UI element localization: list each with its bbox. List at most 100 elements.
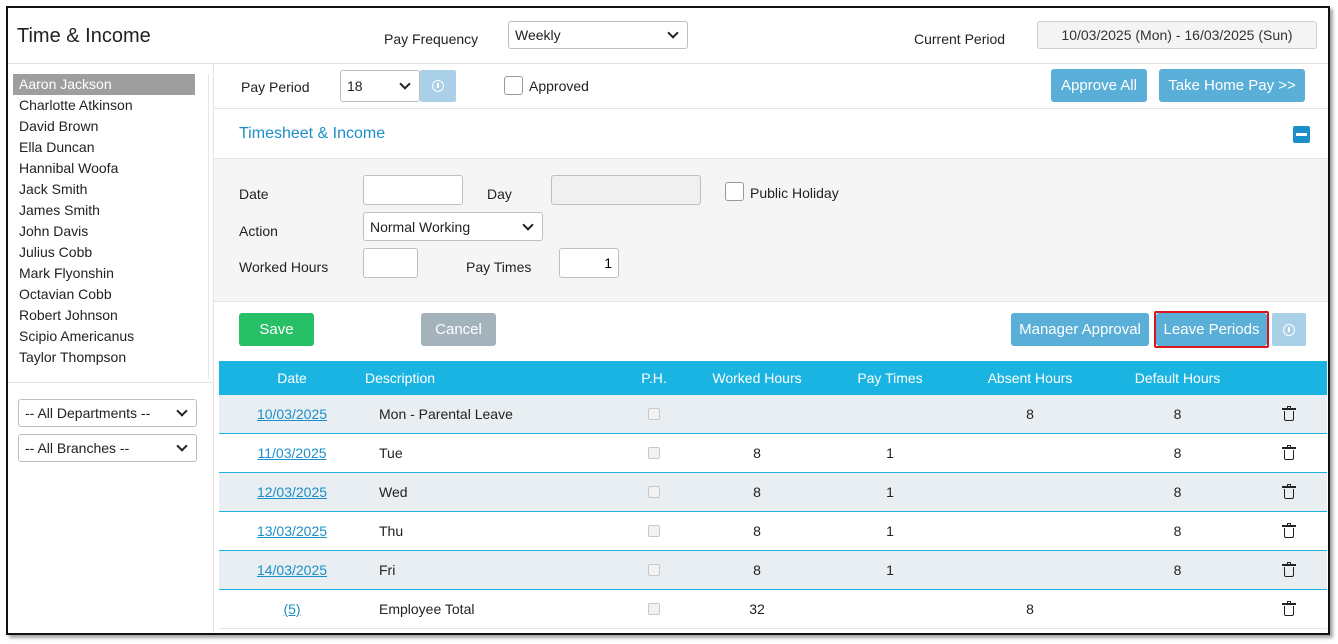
trash-icon[interactable] bbox=[1281, 562, 1296, 577]
pay-period-info-button[interactable] bbox=[420, 70, 456, 102]
column-header: Pay Times bbox=[857, 370, 923, 386]
app-window: Time & Income Pay Frequency Weekly Curre… bbox=[6, 6, 1330, 635]
absent-hours-cell bbox=[955, 551, 1105, 589]
manager-approval-button[interactable]: Manager Approval bbox=[1011, 313, 1149, 346]
employee-list-item[interactable]: Hannibal Woofa bbox=[19, 160, 119, 176]
default-hours-cell bbox=[1105, 590, 1250, 628]
default-hours-cell: 8 bbox=[1173, 406, 1182, 422]
ph-cell bbox=[619, 512, 689, 550]
chevron-down-icon bbox=[667, 27, 679, 39]
date-label: Date bbox=[239, 186, 269, 202]
employee-list-item[interactable]: Jack Smith bbox=[19, 181, 88, 197]
pay-times-cell: 1 bbox=[886, 445, 894, 461]
date-cell: 12/03/2025 bbox=[219, 473, 365, 511]
date-link[interactable]: 12/03/2025 bbox=[256, 484, 328, 500]
column-header: P.H. bbox=[641, 370, 667, 386]
employee-list-item[interactable]: Scipio Americanus bbox=[19, 328, 135, 344]
employee-list-item[interactable]: James Smith bbox=[19, 202, 100, 218]
branch-filter-value: -- All Branches -- bbox=[25, 440, 130, 456]
approve-all-button[interactable]: Approve All bbox=[1051, 69, 1147, 102]
date-link[interactable]: 13/03/2025 bbox=[256, 523, 328, 539]
date-link[interactable]: 11/03/2025 bbox=[257, 445, 327, 461]
current-period-display: 10/03/2025 (Mon) - 16/03/2025 (Sun) bbox=[1037, 21, 1317, 49]
column-header: Default Hours bbox=[1134, 370, 1221, 386]
department-filter-value: -- All Departments -- bbox=[25, 405, 151, 421]
column-header: Absent Hours bbox=[987, 370, 1073, 386]
ph-cell bbox=[619, 395, 689, 433]
worked-hours-cell: 8 bbox=[753, 484, 761, 500]
ph-checkbox[interactable] bbox=[648, 408, 660, 420]
default-hours-cell: 8 bbox=[1173, 445, 1182, 461]
default-hours-cell: 8 bbox=[1173, 523, 1182, 539]
employee-list-item[interactable]: Mark Flyonshin bbox=[19, 265, 114, 281]
trash-icon[interactable] bbox=[1281, 523, 1296, 538]
public-holiday-label: Public Holiday bbox=[750, 185, 839, 201]
cancel-button[interactable]: Cancel bbox=[421, 313, 496, 346]
timesheet-form: Date Day Public Holiday Action Normal Wo… bbox=[214, 159, 1328, 302]
trash-icon[interactable] bbox=[1281, 601, 1296, 616]
employee-list-item[interactable]: Robert Johnson bbox=[19, 307, 118, 323]
description-cell: Employee Total bbox=[379, 601, 475, 617]
ph-cell bbox=[619, 434, 689, 472]
employee-list: Aaron Jackson Charlotte Atkinson David Bro… bbox=[13, 74, 209, 379]
date-link[interactable]: (5) bbox=[283, 601, 301, 617]
save-button[interactable]: Save bbox=[239, 313, 314, 346]
employee-list-item[interactable]: Ella Duncan bbox=[19, 139, 95, 155]
leave-info-button[interactable] bbox=[1272, 313, 1306, 346]
worked-hours-cell: 32 bbox=[749, 601, 765, 617]
worked-hours-cell bbox=[689, 395, 825, 433]
collapse-icon[interactable] bbox=[1293, 126, 1310, 143]
day-label: Day bbox=[487, 186, 512, 202]
date-cell: 14/03/2025 bbox=[219, 551, 365, 589]
employee-list-item[interactable]: Aaron Jackson bbox=[13, 74, 195, 95]
department-filter[interactable]: -- All Departments -- bbox=[18, 399, 197, 427]
table-row: 12/03/2025 Wed 8 1 8 bbox=[219, 473, 1327, 512]
pay-frequency-select[interactable]: Weekly bbox=[508, 21, 688, 49]
page-title: Time & Income bbox=[17, 25, 151, 47]
delete-cell bbox=[1250, 473, 1327, 511]
ph-checkbox[interactable] bbox=[648, 486, 660, 498]
pay-period-select[interactable]: 18 bbox=[340, 70, 420, 102]
employee-list-item[interactable]: Charlotte Atkinson bbox=[19, 97, 133, 113]
timesheet-section-header: Timesheet & Income bbox=[214, 109, 1328, 159]
pay-times-cell: 1 bbox=[886, 484, 894, 500]
default-hours-cell: 8 bbox=[1173, 562, 1182, 578]
approved-checkbox[interactable] bbox=[504, 76, 523, 95]
employee-list-item[interactable]: John Davis bbox=[19, 223, 89, 239]
description-cell: Tue bbox=[379, 445, 403, 461]
worked-hours-cell: 8 bbox=[753, 445, 761, 461]
absent-hours-cell bbox=[955, 434, 1105, 472]
pay-times-cell bbox=[825, 590, 955, 628]
date-input[interactable] bbox=[363, 175, 463, 205]
worked-hours-label: Worked Hours bbox=[239, 259, 329, 275]
branch-filter[interactable]: -- All Branches -- bbox=[18, 434, 197, 462]
public-holiday-checkbox[interactable] bbox=[725, 182, 744, 201]
ph-checkbox[interactable] bbox=[648, 603, 660, 615]
date-link[interactable]: 14/03/2025 bbox=[256, 562, 328, 578]
date-link[interactable]: 10/03/2025 bbox=[256, 406, 328, 422]
pay-times-cell: 1 bbox=[886, 523, 894, 539]
description-cell: Fri bbox=[379, 562, 396, 578]
employee-list-item[interactable]: Taylor Thompson bbox=[19, 349, 127, 365]
date-cell: 10/03/2025 bbox=[219, 395, 365, 433]
trash-icon[interactable] bbox=[1281, 406, 1296, 421]
chevron-down-icon bbox=[399, 78, 411, 90]
employee-list-item[interactable]: Octavian Cobb bbox=[19, 286, 112, 302]
trash-icon[interactable] bbox=[1281, 445, 1296, 460]
trash-icon[interactable] bbox=[1281, 484, 1296, 499]
ph-checkbox[interactable] bbox=[648, 564, 660, 576]
worked-hours-input[interactable] bbox=[363, 248, 418, 278]
day-input[interactable] bbox=[551, 175, 701, 205]
take-home-pay-button[interactable]: Take Home Pay >> bbox=[1159, 69, 1305, 102]
section-title: Timesheet & Income bbox=[239, 125, 386, 142]
employee-list-item[interactable]: Julius Cobb bbox=[19, 244, 93, 260]
action-select[interactable]: Normal Working bbox=[363, 212, 543, 241]
pay-times-input[interactable] bbox=[559, 248, 619, 278]
ph-checkbox[interactable] bbox=[648, 447, 660, 459]
ph-checkbox[interactable] bbox=[648, 525, 660, 537]
current-period-label: Current Period bbox=[914, 31, 1006, 47]
leave-periods-button[interactable]: Leave Periods bbox=[1156, 313, 1267, 346]
info-icon bbox=[1283, 323, 1295, 336]
employee-list-item[interactable]: David Brown bbox=[19, 118, 99, 134]
ph-cell bbox=[619, 473, 689, 511]
